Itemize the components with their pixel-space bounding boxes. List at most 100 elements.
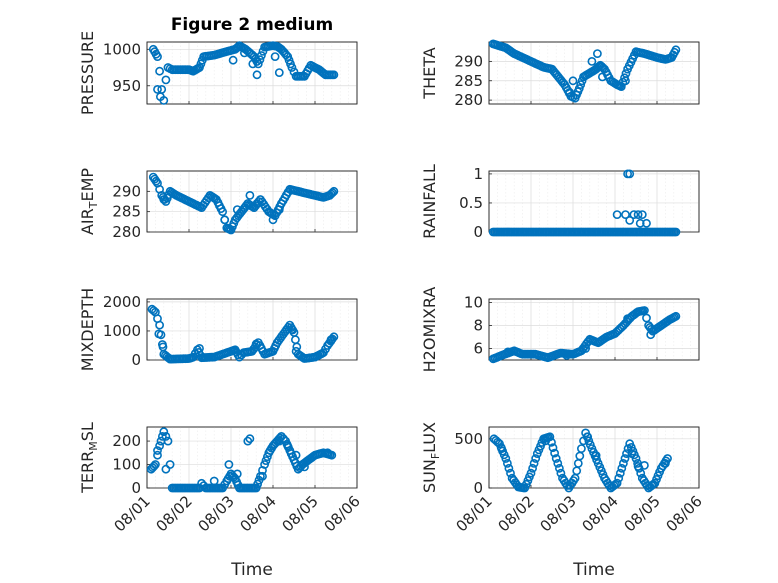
data-point [568, 76, 578, 86]
data-point [591, 451, 601, 460]
data-point [661, 458, 670, 468]
data-point [612, 478, 622, 488]
x-tick-label: 08/05 [621, 492, 664, 535]
data-point [615, 468, 625, 478]
data-point [574, 84, 584, 93]
data-point [581, 344, 590, 353]
data-point [528, 463, 537, 473]
data-point [506, 468, 515, 478]
data-point [155, 441, 164, 451]
data-point [270, 52, 280, 61]
data-point [671, 311, 681, 321]
data-point [640, 306, 649, 315]
data-point [157, 431, 167, 441]
data-point [153, 85, 162, 94]
data-point [642, 218, 651, 228]
y-tick-label: 280 [112, 223, 141, 241]
data-point [562, 350, 572, 360]
data-point [153, 446, 162, 455]
data-point [565, 88, 574, 97]
y-axis-label: H2OMIXRA [420, 287, 439, 373]
data-point [149, 306, 159, 315]
data-point [251, 339, 261, 349]
axes-outline [488, 41, 700, 105]
data-point [158, 342, 168, 352]
data-point [541, 436, 551, 446]
data-point [617, 463, 627, 473]
data-point [502, 458, 512, 468]
data-point [248, 59, 258, 69]
data-point [161, 431, 171, 441]
data-point [328, 188, 337, 198]
y-tick-label: 1 [473, 165, 483, 183]
data-point [287, 63, 297, 72]
y-tick-label: 0.5 [459, 194, 483, 212]
data-point [228, 55, 238, 65]
data-point [239, 48, 249, 58]
y-tick-label: 1000 [103, 40, 141, 58]
data-point [587, 57, 597, 66]
y-axis-label: TERRMSL [78, 422, 100, 494]
y-axis-label: MIXDEPTH [78, 288, 97, 371]
axes-outline [146, 41, 358, 105]
y-tick-label: 950 [112, 77, 141, 95]
data-point [640, 460, 649, 470]
y-tick-label: 290 [112, 182, 141, 200]
data-point [252, 199, 262, 208]
data-point [159, 195, 169, 204]
y-axis-label: THETA [420, 47, 439, 99]
x-tick-label: 08/05 [279, 492, 322, 535]
x-tick-label: 08/02 [495, 492, 538, 535]
y-tick-label: 1000 [103, 322, 141, 340]
data-point [155, 66, 164, 76]
data-point [258, 471, 267, 481]
axes-box [488, 170, 700, 233]
y-tick-label: 500 [454, 430, 483, 448]
data-point [163, 436, 173, 446]
data-point [621, 210, 630, 219]
data-point [598, 72, 607, 82]
subplot-h2omixra: 6 8 10 H2OMIXRA [420, 287, 700, 373]
data-point [260, 460, 269, 469]
y-tick-label: 285 [454, 72, 483, 90]
data-point [629, 210, 639, 219]
x-tick-label: 08/02 [153, 492, 196, 535]
subplot-sun-flux: 0 500 SUNFLUX 08/0108/0208/0308/0408/0508/0… [420, 422, 706, 535]
subplot-rainfall: 0 0.5 1 RAINFALL [420, 164, 700, 241]
subplot-mixdepth: 0 1000 2000 MIXDEPTH [78, 288, 358, 371]
y-tick-label: 0 [473, 223, 483, 241]
data-point [627, 449, 637, 458]
data-point [620, 454, 630, 463]
data-point [555, 463, 564, 473]
data-point [209, 476, 219, 486]
x-tick-label: 08/04 [579, 492, 622, 535]
data-point [245, 434, 255, 444]
data-point [274, 205, 284, 214]
data-point [150, 460, 160, 469]
x-tick-label: 08/06 [663, 492, 706, 535]
data-point [326, 335, 336, 345]
data-point [243, 436, 253, 446]
data-point [637, 210, 647, 219]
data-point [671, 45, 681, 55]
data-point [224, 460, 234, 469]
y-tick-label: 0 [131, 479, 141, 497]
data-point [256, 51, 266, 60]
y-tick-label: 285 [112, 203, 141, 221]
y-tick-label: 0 [131, 351, 141, 369]
y-axis-label: AIRTEMP [78, 168, 100, 235]
y-tick-label: 2000 [103, 293, 141, 311]
y-axis-label: PRESSURE [78, 31, 97, 115]
subplot-terr-msl: 0 100 200 TERRMSL 08/0108/0208/0308/0408/050… [78, 422, 364, 535]
data-point [218, 207, 227, 217]
data-point [556, 468, 566, 478]
data-point [621, 76, 630, 86]
data-point [233, 42, 243, 52]
data-point [274, 68, 284, 77]
x-tick-label: 08/03 [195, 492, 238, 535]
data-point [274, 436, 284, 446]
data-point [635, 218, 645, 228]
